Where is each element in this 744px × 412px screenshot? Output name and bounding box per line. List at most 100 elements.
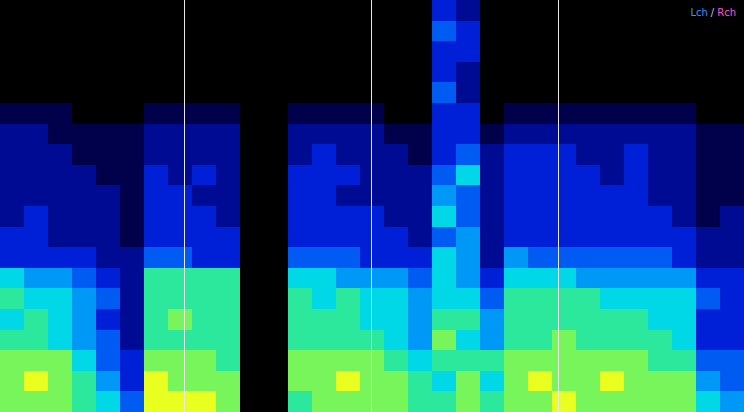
heatmap-cell [384,82,408,103]
heatmap-cell [312,103,336,124]
heatmap-cell [552,165,576,186]
heatmap-cell [168,82,192,103]
heatmap-cell [96,124,120,145]
heatmap-cell [264,288,288,309]
heatmap-cell [384,350,408,371]
heatmap-cell [336,288,360,309]
heatmap-cell [216,391,240,412]
heatmap-cell [264,165,288,186]
heatmap-cell [600,0,624,21]
heatmap-cell [336,21,360,42]
heatmap-cell [648,268,672,289]
heatmap-cell [672,41,696,62]
heatmap-cell [336,41,360,62]
heatmap-cell [120,268,144,289]
heatmap-cell [408,206,432,227]
heatmap-cell [240,268,264,289]
heatmap-cell [600,82,624,103]
heatmap-cell [72,185,96,206]
heatmap-cell [72,82,96,103]
heatmap-cell [528,21,552,42]
heatmap-cell [144,144,168,165]
heatmap-cell [432,330,456,351]
heatmap-cell [288,391,312,412]
heatmap-cell [96,185,120,206]
heatmap-cell [24,227,48,248]
heatmap-cell [312,0,336,21]
heatmap-cell [72,330,96,351]
heatmap-cell [648,350,672,371]
heatmap-cell [552,41,576,62]
heatmap-cell [48,144,72,165]
heatmap-cell [312,62,336,83]
heatmap-cell [624,206,648,227]
heatmap-cell [648,124,672,145]
heatmap-cell [216,268,240,289]
heatmap-cell [336,103,360,124]
heatmap-cell [192,288,216,309]
heatmap-cell [336,391,360,412]
heatmap-cell [336,165,360,186]
heatmap-cell [192,165,216,186]
heatmap-cell [168,288,192,309]
heatmap-cell [696,247,720,268]
heatmap-cell [48,165,72,186]
heatmap-cell [120,62,144,83]
plot-area [0,0,744,412]
heatmap-cell [672,62,696,83]
heatmap-cell [552,288,576,309]
heatmap-cell [384,62,408,83]
heatmap-cell [384,247,408,268]
heatmap-cell [264,371,288,392]
heatmap-cell [96,165,120,186]
heatmap-cell [456,391,480,412]
heatmap-cell [0,0,24,21]
heatmap-cell [528,124,552,145]
heatmap-cell [480,103,504,124]
heatmap-cell [504,41,528,62]
heatmap-cell [48,227,72,248]
heatmap-cell [264,309,288,330]
heatmap-cell [288,103,312,124]
heatmap-cell [624,330,648,351]
heatmap-cell [720,41,744,62]
heatmap-cell [48,124,72,145]
heatmap-cell [456,41,480,62]
heatmap-cell [144,371,168,392]
heatmap-cell [240,330,264,351]
heatmap-cell [0,330,24,351]
heatmap-cell [216,227,240,248]
heatmap-cell [696,103,720,124]
heatmap-cell [504,165,528,186]
heatmap-cell [96,247,120,268]
heatmap-cell [168,350,192,371]
heatmap-cell [120,288,144,309]
heatmap-cell [240,62,264,83]
heatmap-cell [72,227,96,248]
heatmap-cell [528,165,552,186]
heatmap-cell [624,41,648,62]
heatmap-cell [696,165,720,186]
heatmap-cell [672,82,696,103]
heatmap-cell [504,124,528,145]
heatmap-cell [192,124,216,145]
heatmap-cell [72,391,96,412]
heatmap-cell [624,268,648,289]
heatmap-cell [600,21,624,42]
heatmap-cell [672,391,696,412]
heatmap-cell [48,62,72,83]
heatmap-cell [216,82,240,103]
heatmap-cell [72,41,96,62]
heatmap-cell [120,0,144,21]
heatmap-cell [552,124,576,145]
heatmap-cell [264,227,288,248]
heatmap-cell [168,0,192,21]
heatmap-cell [672,103,696,124]
heatmap-cell [168,309,192,330]
heatmap-cell [192,206,216,227]
heatmap-cell [48,391,72,412]
heatmap-cell [576,41,600,62]
heatmap-cell [264,144,288,165]
heatmap-cell [216,247,240,268]
heatmap-cell [720,371,744,392]
